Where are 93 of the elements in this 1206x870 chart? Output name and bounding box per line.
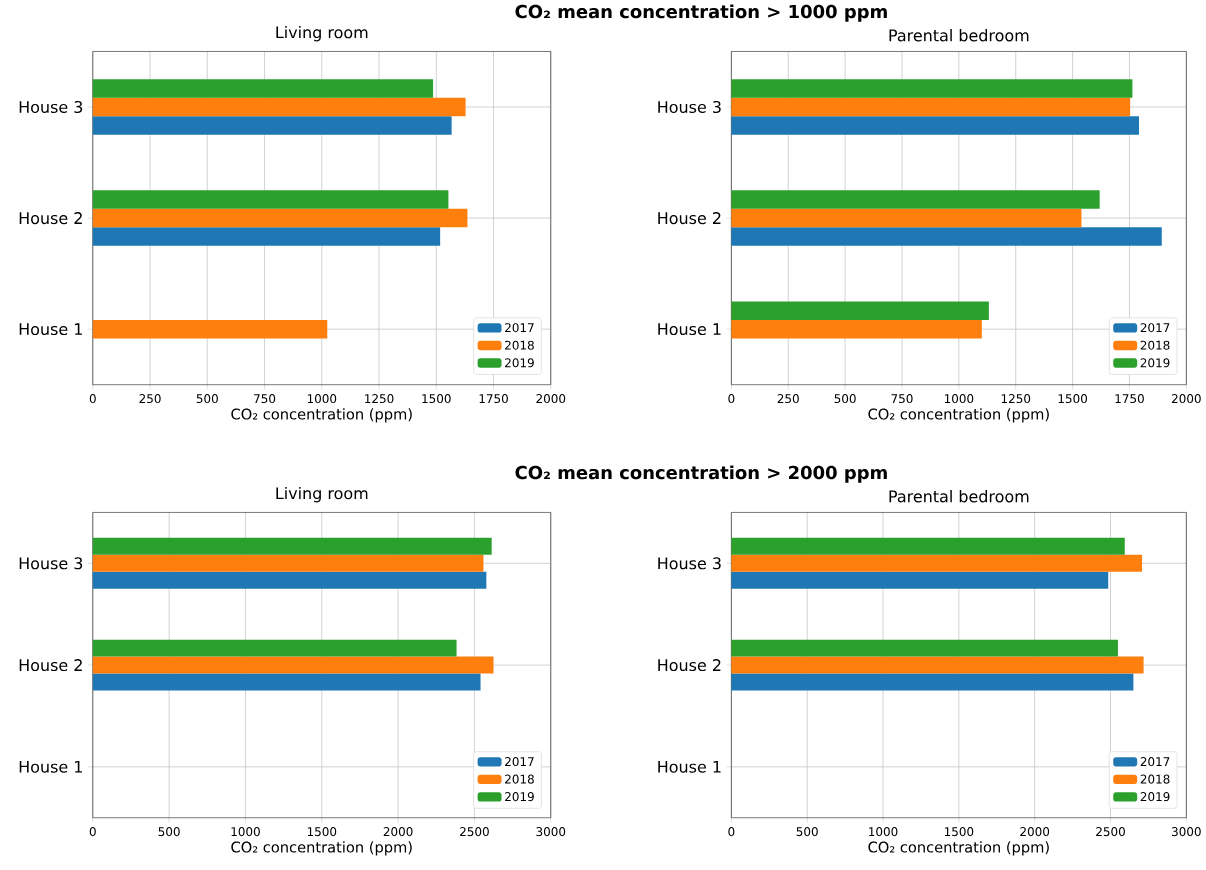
x-tick-label: 1750 (479, 394, 508, 404)
legend-label: 2019 (505, 792, 534, 802)
legend-label: 2018 (505, 340, 534, 350)
x-tick-label: 1500 (1058, 394, 1088, 404)
bar (92, 209, 468, 228)
bar (731, 79, 1133, 98)
bar (731, 190, 1100, 210)
x-tick-label: 1000 (869, 827, 898, 837)
x-tick-label: 1250 (365, 394, 394, 404)
x-tick-label: 0 (89, 394, 96, 404)
legend-label: 2019 (1140, 358, 1170, 368)
x-tick-label: 1500 (422, 394, 451, 404)
bar (92, 555, 484, 572)
x-tick-label: 500 (158, 827, 180, 837)
bar (731, 209, 1082, 228)
legend-label: 2017 (505, 323, 534, 333)
x-tick-label: 1750 (1115, 394, 1144, 404)
y-tick-label: House 3 (19, 101, 83, 114)
bar (92, 320, 328, 339)
y-tick-label: House 2 (19, 659, 82, 672)
x-tick-label: 750 (891, 394, 913, 404)
x-tick-label: 500 (196, 394, 218, 404)
y-tick-label: House 1 (658, 323, 721, 336)
x-tick-label: 750 (254, 394, 276, 404)
x-tick-label: 2500 (460, 827, 489, 837)
x-tick-label: 250 (777, 394, 799, 404)
bar (731, 656, 1144, 674)
bar (92, 639, 457, 657)
y-tick-label: House 2 (658, 212, 721, 225)
x-tick-label: 1000 (944, 394, 974, 404)
x-tick-label: 1250 (1001, 394, 1031, 404)
bar (92, 97, 466, 117)
bar (731, 555, 1143, 572)
legend-label: 2018 (1140, 774, 1170, 784)
x-tick-label: 0 (89, 827, 96, 837)
legend-label: 2017 (505, 757, 534, 767)
legend-label: 2017 (1140, 323, 1170, 333)
x-tick-label: 1500 (944, 827, 974, 837)
bar (731, 571, 1109, 589)
x-tick-label: 0 (728, 394, 735, 404)
bar (731, 320, 982, 339)
x-tick-label: 2000 (536, 394, 566, 404)
chart-title: Parental bedroom (889, 490, 1029, 503)
x-tick-label: 1000 (307, 394, 337, 404)
y-tick-label: House 2 (658, 659, 721, 672)
text: CO₂ mean concentration > 2000 ppm (515, 465, 887, 483)
x-tick-label: 500 (834, 394, 856, 404)
y-tick-label: House 3 (658, 557, 721, 570)
bar (92, 227, 441, 247)
x-tick-label: 1000 (231, 827, 260, 837)
x-axis-title: CO₂ concentration (ppm) (231, 841, 412, 856)
bar (731, 538, 1125, 556)
x-tick-label: 2000 (1020, 827, 1050, 837)
bar (731, 639, 1118, 657)
bar (92, 673, 481, 691)
text: CO₂ mean concentration > 1000 ppm (515, 4, 887, 22)
x-tick-label: 3000 (536, 827, 566, 837)
bar (731, 97, 1131, 117)
chart-title: Parental bedroom (889, 29, 1029, 42)
x-tick-label: 3000 (1172, 827, 1201, 837)
chart-title: Living room (276, 487, 368, 503)
y-tick-label: House 3 (658, 101, 721, 114)
legend-label: 2019 (505, 358, 534, 368)
legend-label: 2017 (1140, 757, 1170, 767)
x-tick-label: 2000 (383, 827, 413, 837)
y-tick-label: House 1 (658, 761, 721, 773)
x-tick-label: 250 (139, 394, 161, 404)
x-axis-title: CO₂ concentration (ppm) (868, 408, 1049, 423)
bar (92, 190, 449, 210)
y-tick-label: House 3 (19, 557, 83, 570)
bar (92, 571, 487, 589)
y-tick-label: House 2 (19, 212, 82, 225)
legend-label: 2018 (1140, 340, 1170, 350)
legend-label: 2018 (505, 774, 534, 784)
bar (731, 116, 1140, 135)
x-tick-label: 0 (728, 827, 735, 837)
x-tick-label: 500 (796, 827, 818, 837)
chart-title: Living room (276, 26, 368, 42)
bar (731, 227, 1162, 247)
y-tick-label: House 1 (19, 323, 82, 336)
bar (731, 301, 989, 321)
legend-label: 2019 (1140, 792, 1170, 802)
x-tick-label: 1500 (307, 827, 337, 837)
bar (92, 116, 452, 135)
bar (731, 673, 1134, 691)
x-tick-label: 2500 (1096, 827, 1125, 837)
bar (92, 538, 492, 556)
x-tick-label: 2000 (1171, 394, 1201, 404)
bar (92, 79, 434, 98)
x-axis-title: CO₂ concentration (ppm) (231, 408, 412, 423)
x-axis-title: CO₂ concentration (ppm) (868, 841, 1049, 856)
bar (92, 656, 494, 674)
y-tick-label: House 1 (19, 761, 82, 773)
